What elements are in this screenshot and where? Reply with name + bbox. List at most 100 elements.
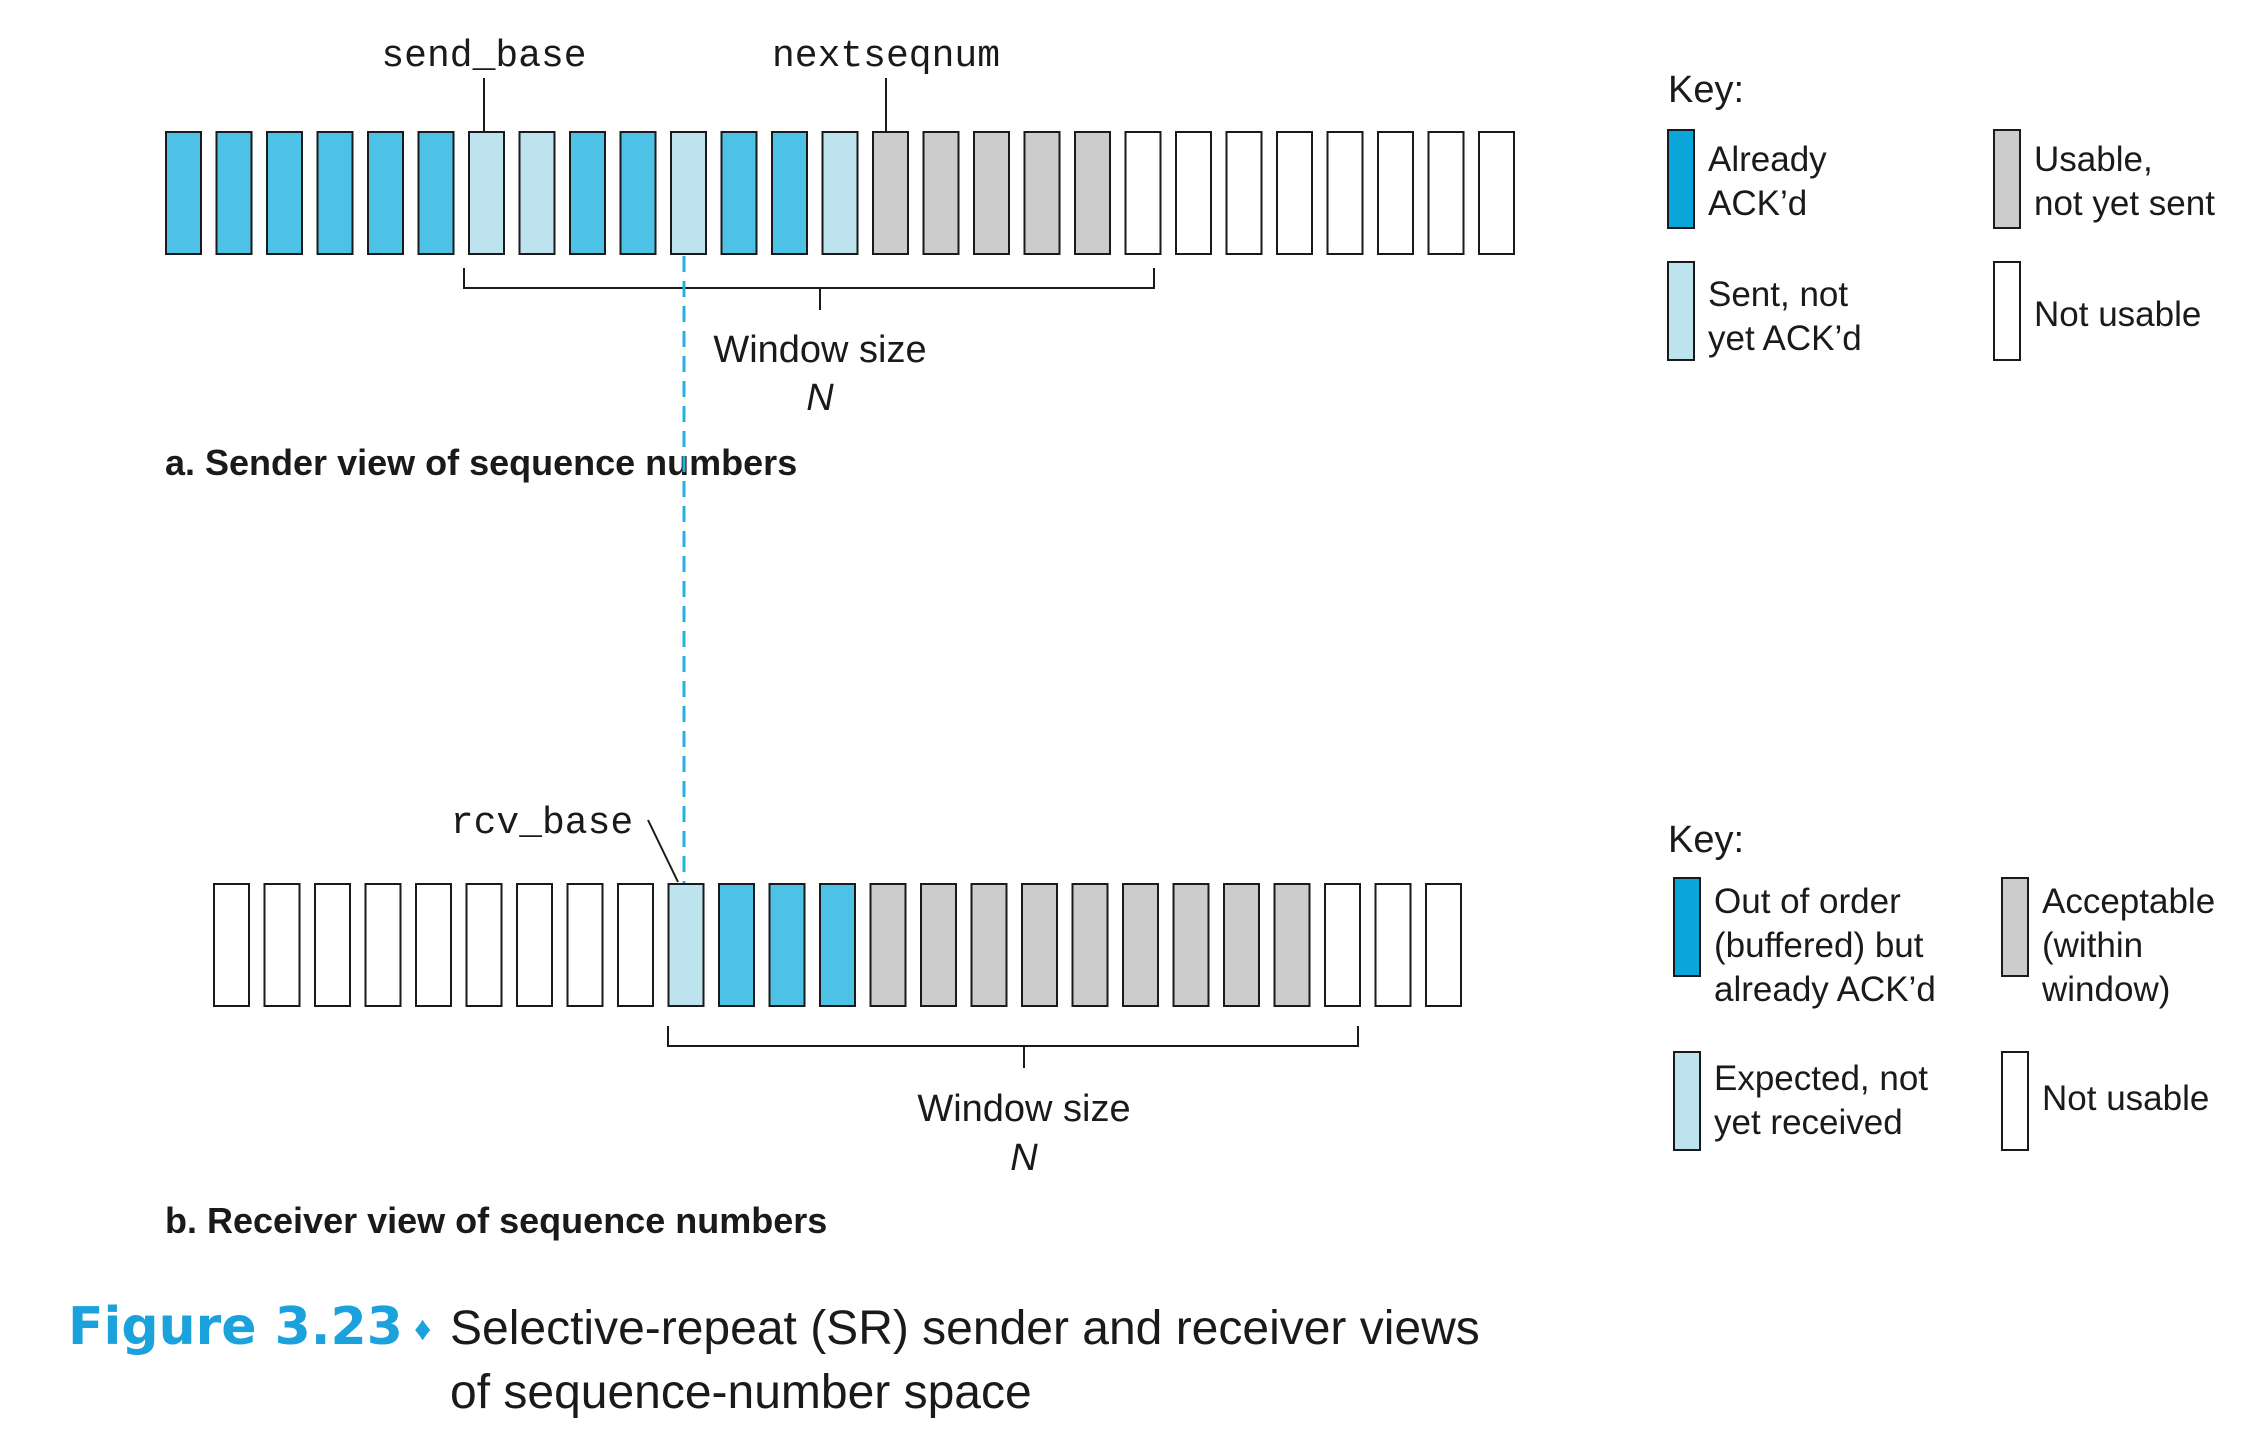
receiver-seq-cell-sent bbox=[667, 883, 705, 1007]
receiver-key-swatch-acked bbox=[1673, 877, 1701, 977]
sender-pointers: send_base nextseqnum bbox=[381, 35, 1000, 132]
sender-seq-cell-acked bbox=[569, 131, 606, 255]
sender-key-swatch-usable bbox=[1993, 129, 2021, 229]
sender-seq-cell-empty bbox=[1478, 131, 1515, 255]
receiver-caption: b. Receiver view of sequence numbers bbox=[165, 1200, 827, 1241]
receiver-seq-cell-empty bbox=[364, 883, 402, 1007]
sender-window-bracket: Window size N bbox=[463, 268, 1155, 419]
receiver-seq-cell-acked bbox=[718, 883, 755, 1007]
figure-caption: Figure 3.23 ♦ Selective-repeat (SR) send… bbox=[68, 1297, 1480, 1419]
receiver-key-label: Out of order bbox=[1714, 882, 1901, 921]
sender-seq-cell-sent bbox=[821, 131, 859, 255]
sender-key-label: Usable, bbox=[2034, 140, 2153, 179]
receiver-seq-cell-empty bbox=[1425, 883, 1462, 1007]
receiver-key-label: (within bbox=[2042, 926, 2143, 965]
receiver-seq-cell-acked bbox=[768, 883, 806, 1007]
receiver-key-label: yet received bbox=[1714, 1103, 1903, 1142]
sender-sequence-row bbox=[165, 131, 1515, 255]
sender-seq-cell-sent bbox=[670, 131, 707, 255]
sender-seq-cell-empty bbox=[1377, 131, 1414, 255]
sender-seq-cell-acked bbox=[771, 131, 808, 255]
receiver-seq-cell-usable bbox=[1021, 883, 1058, 1007]
sender-key-title: Key: bbox=[1668, 69, 1744, 111]
receiver-key-title: Key: bbox=[1668, 819, 1744, 861]
receiver-seq-cell-usable bbox=[1273, 883, 1311, 1007]
sender-seq-cell-empty bbox=[1326, 131, 1364, 255]
receiver-key-label: (buffered) but bbox=[1714, 926, 1924, 965]
sender-seq-cell-acked bbox=[215, 131, 253, 255]
receiver-seq-cell-empty bbox=[314, 883, 351, 1007]
sender-seq-cell-acked bbox=[367, 131, 404, 255]
sender-key-label: ACK’d bbox=[1708, 184, 1807, 223]
receiver-window-n: N bbox=[1010, 1137, 1038, 1179]
sender-key-label: Sent, not bbox=[1708, 275, 1848, 314]
sender-seq-cell-sent bbox=[468, 131, 505, 255]
sender-seq-cell-usable bbox=[973, 131, 1010, 255]
sender-seq-cell-acked bbox=[619, 131, 657, 255]
sender-seq-cell-usable bbox=[1074, 131, 1111, 255]
sender-seq-cell-empty bbox=[1427, 131, 1465, 255]
sender-seq-cell-acked bbox=[720, 131, 758, 255]
sender-seq-cell-acked bbox=[165, 131, 202, 255]
receiver-window-size-label: Window size bbox=[917, 1088, 1130, 1130]
sender-window-n: N bbox=[806, 377, 834, 419]
figure-title-line-2: of sequence-number space bbox=[450, 1366, 1032, 1419]
sender-seq-cell-empty bbox=[1276, 131, 1313, 255]
sender-seq-cell-empty bbox=[1225, 131, 1263, 255]
nextseqnum-label: nextseqnum bbox=[772, 35, 1000, 78]
sender-key-label: Already bbox=[1708, 140, 1827, 179]
figure-title-line-1: Selective-repeat (SR) sender and receive… bbox=[450, 1302, 1480, 1355]
sender-seq-cell-acked bbox=[266, 131, 303, 255]
receiver-seq-cell-empty bbox=[465, 883, 503, 1007]
receiver-key-swatch-usable bbox=[2001, 877, 2029, 977]
sender-key-swatch-acked bbox=[1667, 129, 1695, 229]
receiver-pointer: rcv_base bbox=[451, 802, 679, 883]
receiver-seq-cell-empty bbox=[415, 883, 452, 1007]
receiver-key-label: window) bbox=[2041, 970, 2170, 1009]
receiver-key-label: already ACK’d bbox=[1714, 970, 1936, 1009]
receiver-seq-cell-empty bbox=[1374, 883, 1412, 1007]
receiver-seq-cell-usable bbox=[970, 883, 1008, 1007]
sender-key: Key: Already ACK’d Sent, not yet ACK’d Usabl… bbox=[1667, 69, 2215, 361]
receiver-key-label: Expected, not bbox=[1714, 1059, 1928, 1098]
receiver-sequence-row bbox=[213, 883, 1462, 1007]
receiver-seq-cell-empty bbox=[213, 883, 250, 1007]
receiver-key-swatch-sent bbox=[1673, 1051, 1701, 1151]
receiver-seq-cell-empty bbox=[263, 883, 301, 1007]
sender-seq-cell-usable bbox=[872, 131, 909, 255]
receiver-key-swatch-empty bbox=[2001, 1051, 2029, 1151]
sender-key-swatch-empty bbox=[1993, 261, 2021, 361]
sender-caption: a. Sender view of sequence numbers bbox=[165, 442, 797, 483]
receiver-key: Key: Out of order (buffered) but already A… bbox=[1668, 819, 2215, 1151]
sender-seq-cell-usable bbox=[1023, 131, 1061, 255]
sender-window-size-label: Window size bbox=[713, 329, 926, 371]
sender-seq-cell-acked bbox=[417, 131, 455, 255]
receiver-seq-cell-usable bbox=[1223, 883, 1260, 1007]
receiver-seq-cell-usable bbox=[869, 883, 907, 1007]
sender-seq-cell-empty bbox=[1175, 131, 1212, 255]
sender-seq-cell-sent bbox=[518, 131, 556, 255]
receiver-seq-cell-empty bbox=[617, 883, 654, 1007]
sender-key-label: Not usable bbox=[2034, 295, 2201, 334]
receiver-seq-cell-usable bbox=[920, 883, 957, 1007]
receiver-seq-cell-usable bbox=[1071, 883, 1109, 1007]
sender-key-swatch-sent bbox=[1667, 261, 1695, 361]
sender-seq-cell-acked bbox=[316, 131, 354, 255]
receiver-seq-cell-empty bbox=[566, 883, 604, 1007]
receiver-seq-cell-empty bbox=[1324, 883, 1361, 1007]
receiver-window-bracket: Window size N bbox=[667, 1026, 1359, 1179]
figure-bullet: ♦ bbox=[414, 1310, 431, 1348]
sender-key-label: yet ACK’d bbox=[1708, 319, 1862, 358]
sender-seq-cell-usable bbox=[922, 131, 960, 255]
receiver-seq-cell-usable bbox=[1122, 883, 1159, 1007]
receiver-key-label: Not usable bbox=[2042, 1079, 2209, 1118]
receiver-seq-cell-empty bbox=[516, 883, 553, 1007]
send-base-label: send_base bbox=[381, 35, 586, 78]
receiver-key-label: Acceptable bbox=[2042, 882, 2215, 921]
rcv-base-label: rcv_base bbox=[451, 802, 633, 845]
figure-label: Figure 3.23 bbox=[68, 1297, 403, 1357]
sender-seq-cell-empty bbox=[1124, 131, 1162, 255]
receiver-seq-cell-usable bbox=[1172, 883, 1210, 1007]
receiver-seq-cell-acked bbox=[819, 883, 856, 1007]
